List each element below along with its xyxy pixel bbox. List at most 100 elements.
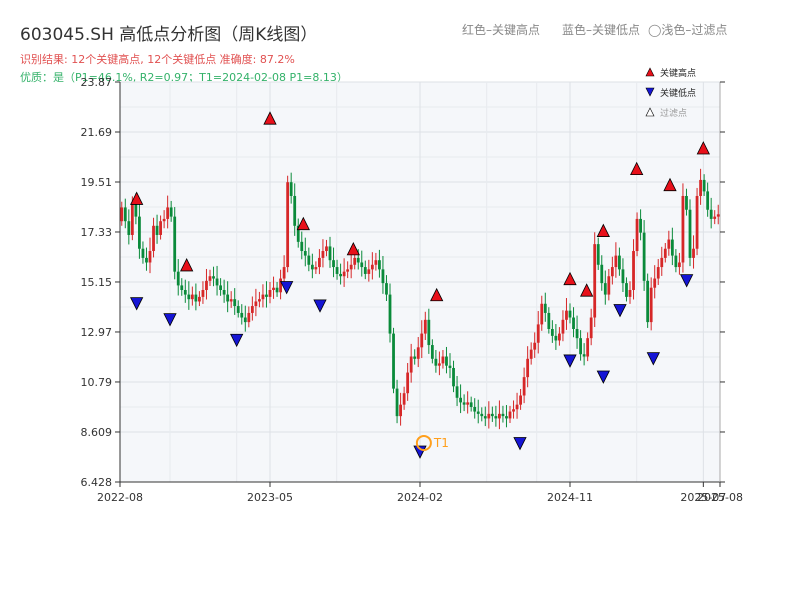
candle-body bbox=[526, 358, 530, 378]
y-tick-label: 10.79 bbox=[81, 376, 113, 389]
candle-body bbox=[681, 195, 685, 263]
candle-body bbox=[268, 290, 272, 297]
candle-body bbox=[215, 278, 219, 286]
candle-body bbox=[508, 411, 512, 419]
candle-body bbox=[409, 356, 413, 373]
candle-body bbox=[423, 319, 427, 334]
candle-body bbox=[176, 271, 180, 286]
candle-body bbox=[325, 246, 328, 252]
t1-circle bbox=[415, 434, 432, 451]
candle-body bbox=[709, 209, 713, 219]
candle-body bbox=[240, 312, 244, 318]
candle-body bbox=[533, 342, 537, 350]
candle-body bbox=[127, 221, 131, 235]
candle-body bbox=[621, 269, 625, 284]
candle-body bbox=[498, 413, 501, 419]
top-legend-low: 蓝色–关键低点 bbox=[562, 23, 641, 37]
candle-body bbox=[501, 413, 505, 417]
key-low-marker bbox=[680, 274, 694, 288]
legend-high-label: 关键高点 bbox=[660, 67, 696, 79]
candle-body bbox=[332, 260, 335, 268]
candle-body bbox=[519, 395, 522, 405]
candle-body bbox=[554, 335, 558, 341]
candle-body bbox=[286, 182, 290, 268]
candle-body bbox=[466, 402, 470, 405]
candle-body bbox=[162, 218, 166, 222]
key-low-marker bbox=[280, 281, 294, 295]
candle-body bbox=[678, 262, 681, 268]
candle-body bbox=[233, 299, 237, 307]
candle-body bbox=[706, 191, 710, 210]
candle-body bbox=[363, 267, 367, 274]
candle-body bbox=[565, 310, 568, 320]
candle-body bbox=[543, 303, 547, 313]
candle-body bbox=[261, 294, 265, 300]
candle-body bbox=[663, 248, 667, 258]
legend-filtered-label: 过滤点 bbox=[660, 107, 687, 119]
candle-body bbox=[702, 179, 706, 192]
candle-body bbox=[198, 296, 201, 302]
key-low-marker bbox=[230, 333, 244, 348]
candle-body bbox=[243, 317, 247, 323]
candle-body bbox=[402, 393, 406, 405]
candle-body bbox=[339, 273, 342, 277]
candle-body bbox=[642, 232, 646, 281]
candle-body bbox=[152, 225, 155, 252]
candle-body bbox=[632, 251, 635, 291]
candle-body bbox=[515, 404, 519, 410]
candle-body bbox=[247, 312, 251, 323]
candle-body bbox=[378, 260, 381, 270]
candle-body bbox=[512, 409, 515, 412]
page-title: 603045.SH 高低点分析图（周K线图） bbox=[20, 25, 318, 45]
candle-body bbox=[441, 356, 445, 364]
candle-body bbox=[455, 386, 459, 398]
candle-body bbox=[293, 195, 297, 226]
y-tick-label: 21.69 bbox=[81, 126, 113, 139]
candle-body bbox=[413, 356, 417, 359]
key-high-marker bbox=[580, 283, 594, 297]
y-tick-label: 23.87 bbox=[81, 76, 113, 89]
candle-body bbox=[173, 216, 177, 272]
candle-body bbox=[639, 218, 642, 233]
candle-body bbox=[201, 290, 205, 297]
candle-body bbox=[420, 333, 424, 348]
candle-body bbox=[667, 239, 671, 249]
candle-body bbox=[134, 202, 138, 217]
candle-body bbox=[307, 255, 311, 265]
candle-body bbox=[445, 356, 448, 366]
key-low-marker bbox=[613, 304, 627, 318]
candle-body bbox=[130, 202, 134, 235]
candle-body bbox=[289, 182, 293, 196]
candle-body bbox=[155, 225, 159, 235]
x-tick-label: 2024-02 bbox=[397, 491, 443, 504]
candle-body bbox=[483, 416, 487, 419]
candle-body bbox=[349, 264, 353, 270]
candle-body bbox=[219, 285, 222, 291]
candle-body bbox=[494, 416, 498, 419]
candle-body bbox=[649, 287, 653, 323]
candle-body bbox=[250, 306, 254, 313]
candle-body bbox=[370, 264, 374, 270]
candle-body bbox=[300, 241, 304, 252]
candle-body bbox=[310, 264, 314, 270]
candle-body bbox=[388, 294, 392, 334]
candle-body bbox=[713, 216, 717, 219]
candle-body bbox=[716, 214, 720, 217]
candle-body bbox=[321, 251, 325, 258]
candle-body bbox=[688, 209, 692, 258]
t1-label: T1 bbox=[433, 436, 449, 450]
candle-body bbox=[618, 255, 621, 270]
candle-body bbox=[547, 312, 551, 329]
top-legend-high: 红色–关键高点 bbox=[462, 23, 541, 37]
candle-body bbox=[395, 388, 399, 417]
candle-body bbox=[328, 246, 332, 261]
candle-body bbox=[265, 294, 268, 297]
candle-body bbox=[254, 301, 258, 307]
candle-body bbox=[614, 255, 618, 268]
key-high-marker bbox=[263, 111, 277, 125]
x-tick-label: 2023-05 bbox=[247, 491, 293, 504]
candle-body bbox=[603, 283, 607, 295]
candle-body bbox=[487, 413, 491, 419]
candle-body bbox=[159, 221, 162, 235]
candle-body bbox=[459, 397, 462, 403]
